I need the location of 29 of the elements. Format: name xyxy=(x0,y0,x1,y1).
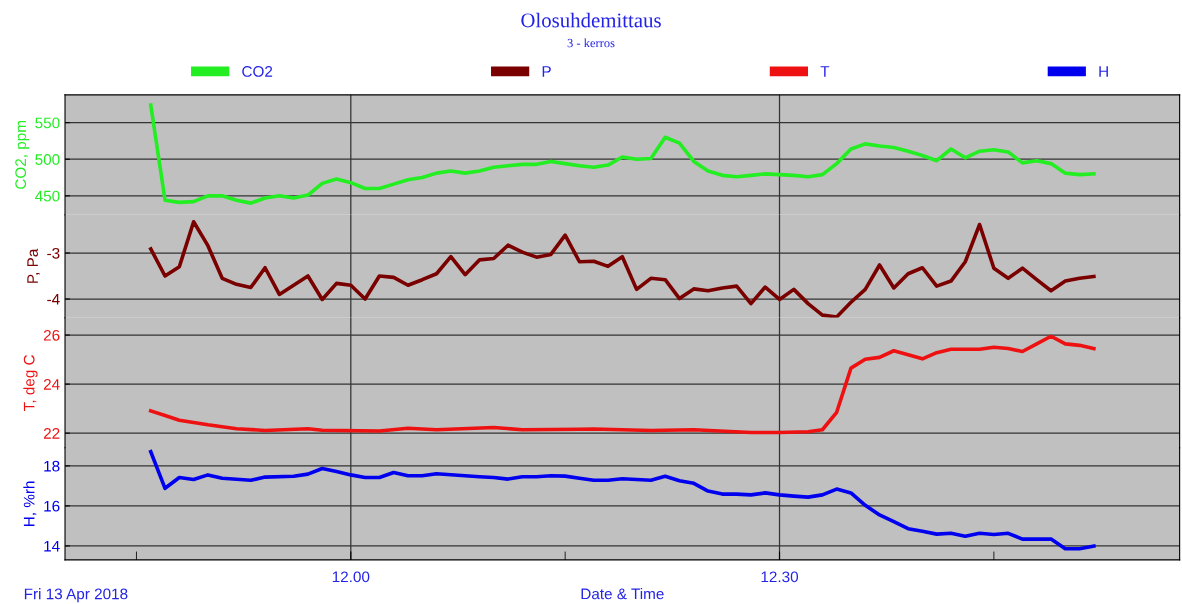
x-tick-label: 12.30 xyxy=(761,571,799,583)
line-series xyxy=(148,103,1096,205)
legend-label: P xyxy=(542,66,551,77)
legend-label: CO2 xyxy=(242,66,273,77)
y-tick-label: 18 xyxy=(44,460,60,472)
x-axis-title: Date & Time xyxy=(581,588,664,600)
text: Fri 13 Apr 2018 xyxy=(24,588,128,603)
legend-label: H xyxy=(1099,66,1108,77)
y-tick-label: 500 xyxy=(35,154,60,165)
y-tick-label: 26 xyxy=(43,329,60,341)
chart-title: Olosuhdemittaus xyxy=(521,12,661,28)
y-tick-label: -4 xyxy=(47,294,60,305)
y-axis-title: H, %rh xyxy=(23,481,37,526)
y-tick-label: 450 xyxy=(35,190,60,202)
line-series xyxy=(148,449,1096,551)
y-tick-label: 22 xyxy=(43,428,60,439)
x-tick-label: 12.00 xyxy=(332,571,370,583)
y-axis-title: T, deg C xyxy=(23,355,38,411)
y-axis-title: P, Pa xyxy=(27,248,40,283)
line-series xyxy=(148,219,1096,318)
y-tick-label: 24 xyxy=(43,378,60,390)
line-series xyxy=(148,334,1096,435)
y-tick-label: 16 xyxy=(44,500,60,512)
y-tick-label: 550 xyxy=(35,117,60,129)
y-axis-title: CO2, ppm xyxy=(15,121,30,189)
chart-subtitle: 3 - kerros xyxy=(567,38,615,48)
legend-label: T xyxy=(820,66,830,77)
y-tick-label: -3 xyxy=(47,247,60,259)
y-tick-label: 14 xyxy=(44,540,60,552)
